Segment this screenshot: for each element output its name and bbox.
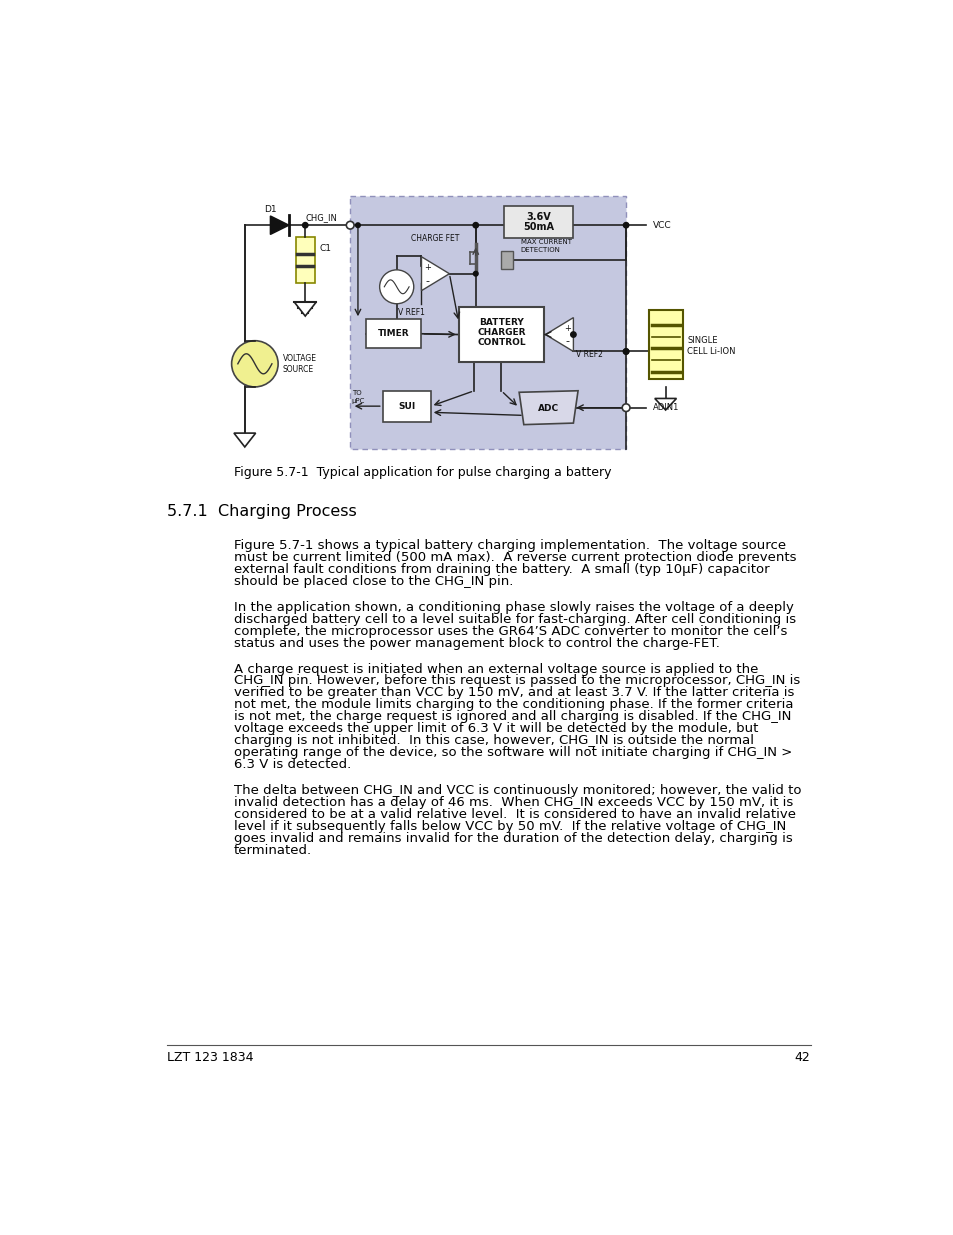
Text: D1: D1 [264, 205, 276, 215]
Polygon shape [294, 303, 315, 316]
FancyBboxPatch shape [500, 251, 513, 269]
Text: 42: 42 [794, 1051, 810, 1063]
Text: CONTROL: CONTROL [476, 337, 525, 347]
Text: CHG_IN pin. However, before this request is passed to the microprocessor, CHG_IN: CHG_IN pin. However, before this request… [233, 674, 800, 688]
Text: discharged battery cell to a level suitable for fast-charging. After cell condit: discharged battery cell to a level suita… [233, 613, 795, 626]
FancyBboxPatch shape [458, 306, 543, 362]
Polygon shape [545, 317, 573, 352]
Polygon shape [270, 216, 289, 235]
Text: 50mA: 50mA [522, 222, 554, 232]
Text: CHARGE FET: CHARGE FET [411, 233, 459, 243]
Text: charging is not inhibited.  In this case, however, CHG_IN is outside the normal: charging is not inhibited. In this case,… [233, 734, 753, 747]
Text: CELL Li-ION: CELL Li-ION [686, 347, 735, 356]
Text: is not met, the charge request is ignored and all charging is disabled. If the C: is not met, the charge request is ignore… [233, 710, 790, 724]
Circle shape [570, 332, 576, 337]
Circle shape [622, 348, 628, 354]
Text: Figure 5.7-1  Typical application for pulse charging a battery: Figure 5.7-1 Typical application for pul… [233, 466, 611, 479]
Text: SINGLE: SINGLE [686, 336, 717, 346]
Text: DETECTION: DETECTION [520, 247, 560, 253]
Text: operating range of the device, so the software will not initiate charging if CHG: operating range of the device, so the so… [233, 746, 792, 760]
Text: +: + [563, 324, 570, 333]
Text: -: - [564, 336, 569, 347]
Text: The delta between CHG_IN and VCC is continuously monitored; however, the valid t: The delta between CHG_IN and VCC is cont… [233, 784, 801, 797]
Text: 5.7.1  Charging Process: 5.7.1 Charging Process [167, 504, 356, 519]
Text: Figure 5.7-1 shows a typical battery charging implementation.  The voltage sourc: Figure 5.7-1 shows a typical battery cha… [233, 540, 785, 552]
Polygon shape [518, 390, 578, 425]
Circle shape [302, 222, 308, 228]
Text: SUI: SUI [397, 401, 415, 411]
FancyBboxPatch shape [295, 237, 314, 283]
FancyBboxPatch shape [365, 319, 421, 348]
Circle shape [473, 222, 478, 228]
Circle shape [347, 222, 353, 228]
Circle shape [232, 341, 278, 387]
Circle shape [355, 222, 360, 227]
Text: ADIN1: ADIN1 [652, 403, 679, 412]
Text: V REF1: V REF1 [397, 309, 425, 317]
FancyBboxPatch shape [382, 390, 431, 421]
Text: level if it subsequently falls below VCC by 50 mV.  If the relative voltage of C: level if it subsequently falls below VCC… [233, 820, 785, 832]
Text: A charge request is initiated when an external voltage source is applied to the: A charge request is initiated when an ex… [233, 662, 758, 676]
Circle shape [379, 270, 414, 304]
Text: complete, the microprocessor uses the GR64’S ADC converter to monitor the cell’s: complete, the microprocessor uses the GR… [233, 625, 786, 637]
Circle shape [622, 222, 628, 228]
Text: MAX CURRENT: MAX CURRENT [520, 240, 571, 245]
Circle shape [622, 348, 628, 354]
Text: not met, the module limits charging to the conditioning phase. If the former cri: not met, the module limits charging to t… [233, 698, 793, 711]
Text: ADC: ADC [537, 404, 558, 412]
Polygon shape [421, 257, 449, 290]
FancyBboxPatch shape [648, 310, 682, 379]
FancyBboxPatch shape [503, 206, 573, 238]
Text: status and uses the power management block to control the charge-FET.: status and uses the power management blo… [233, 637, 720, 650]
Text: considered to be at a valid relative level.  It is considered to have an invalid: considered to be at a valid relative lev… [233, 808, 795, 821]
Text: goes invalid and remains invalid for the duration of the detection delay, chargi: goes invalid and remains invalid for the… [233, 831, 792, 845]
Text: C1: C1 [319, 243, 331, 253]
Polygon shape [233, 433, 255, 447]
Text: verified to be greater than VCC by 150 mV, and at least 3.7 V. If the latter cri: verified to be greater than VCC by 150 m… [233, 687, 794, 699]
Text: should be placed close to the CHG_IN pin.: should be placed close to the CHG_IN pin… [233, 576, 513, 588]
Text: μPC: μPC [352, 398, 365, 404]
Text: CHARGER: CHARGER [476, 327, 525, 337]
Text: must be current limited (500 mA max).  A reverse current protection diode preven: must be current limited (500 mA max). A … [233, 551, 796, 564]
Circle shape [621, 404, 629, 411]
Text: CHG_IN: CHG_IN [305, 212, 336, 222]
Text: TO: TO [352, 390, 361, 396]
Text: invalid detection has a delay of 46 ms.  When CHG_IN exceeds VCC by 150 mV, it i: invalid detection has a delay of 46 ms. … [233, 795, 792, 809]
Text: In the application shown, a conditioning phase slowly raises the voltage of a de: In the application shown, a conditioning… [233, 601, 793, 614]
Text: external fault conditions from draining the battery.  A small (typ 10μF) capacit: external fault conditions from draining … [233, 563, 769, 577]
Text: VCC: VCC [652, 221, 670, 230]
Text: terminated.: terminated. [233, 844, 312, 857]
Text: 3.6V: 3.6V [526, 211, 550, 222]
Text: -: - [425, 275, 429, 285]
Circle shape [473, 272, 477, 275]
Text: 6.3 V is detected.: 6.3 V is detected. [233, 758, 351, 771]
Text: voltage exceeds the upper limit of 6.3 V it will be detected by the module, but: voltage exceeds the upper limit of 6.3 V… [233, 722, 758, 735]
Text: BATTERY: BATTERY [478, 317, 523, 327]
FancyBboxPatch shape [350, 196, 625, 448]
Polygon shape [654, 399, 676, 410]
Text: V REF2: V REF2 [576, 350, 602, 359]
Text: LZT 123 1834: LZT 123 1834 [167, 1051, 253, 1063]
Text: VOLTAGE
SOURCE: VOLTAGE SOURCE [282, 354, 316, 373]
Circle shape [346, 221, 354, 228]
Text: TIMER: TIMER [377, 330, 409, 338]
Text: +: + [424, 263, 431, 272]
